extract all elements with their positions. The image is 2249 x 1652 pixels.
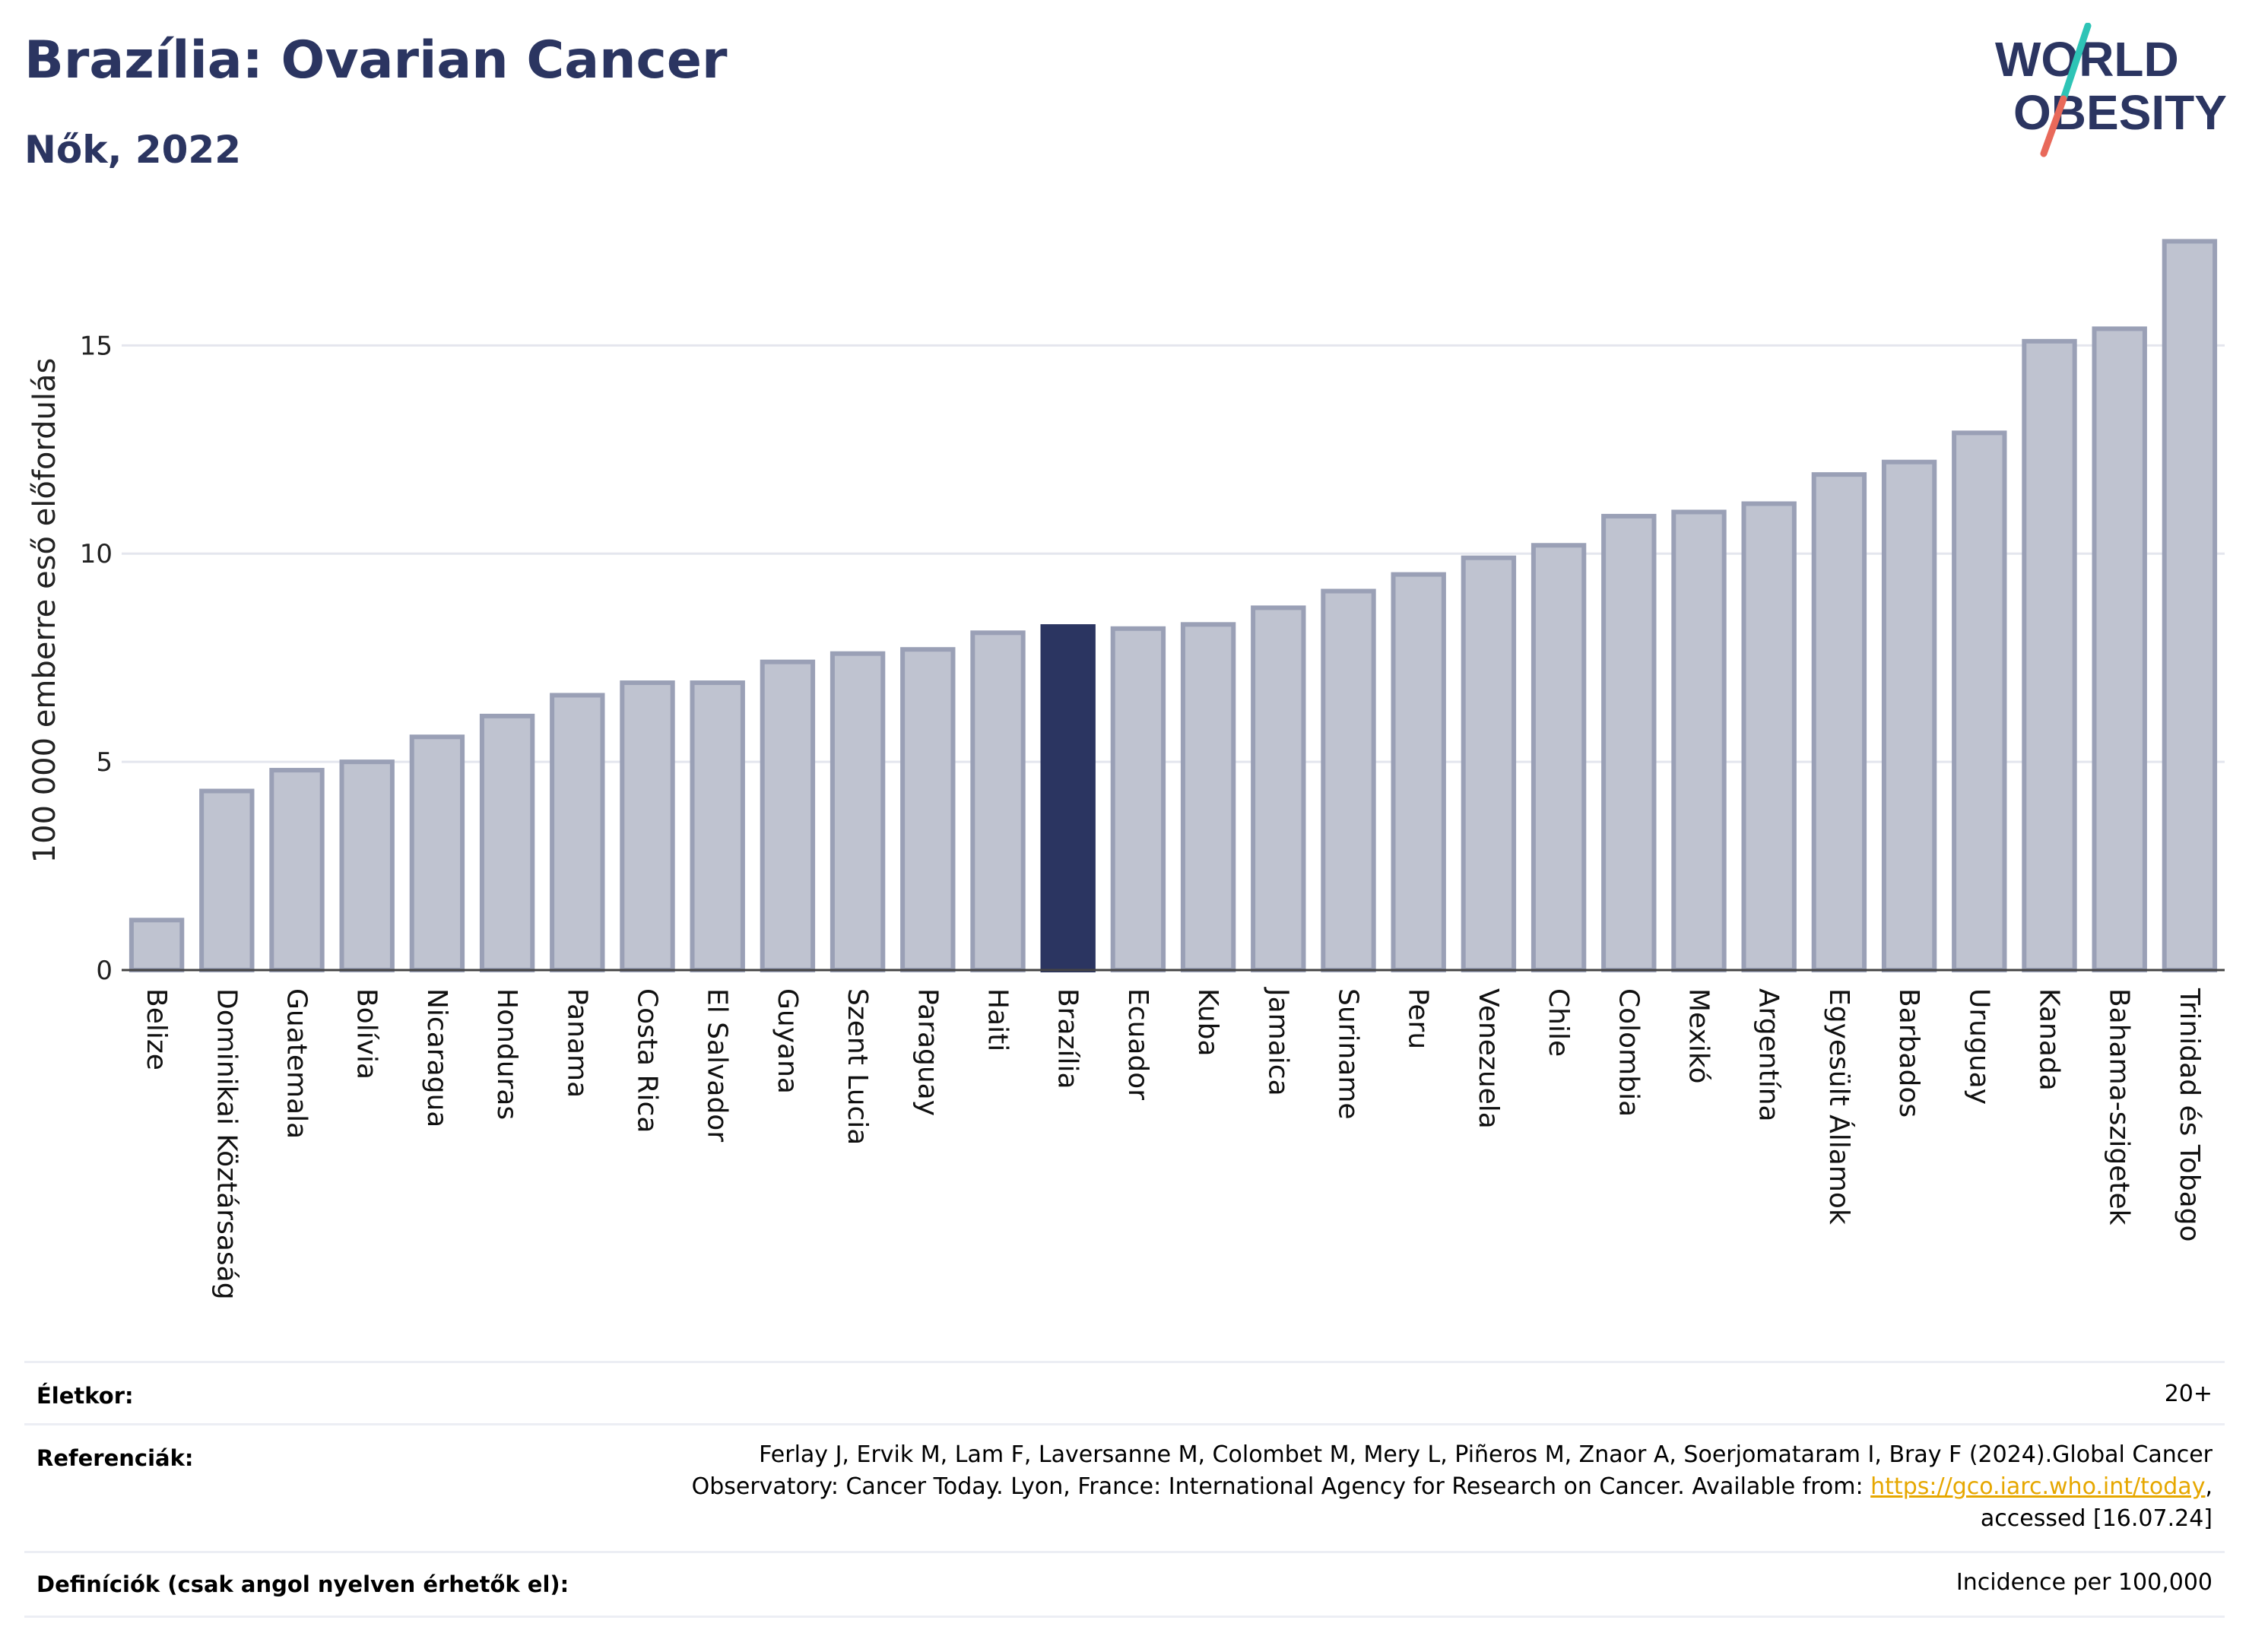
x-tick-label: Jamaica: [1262, 987, 1293, 1096]
bar: [1251, 605, 1306, 973]
y-tick-label: 10: [80, 539, 113, 569]
x-tick-label: Brazília: [1052, 988, 1083, 1089]
x-tick-label: Trinidad és Tobago: [2174, 988, 2205, 1242]
definitions-value: Incidence per 100,000: [1956, 1569, 2213, 1596]
bar: [1952, 430, 2007, 972]
bar: [760, 659, 816, 973]
page-title: Brazília: Ovarian Cancer: [24, 30, 728, 90]
bar: [1531, 543, 1587, 972]
x-tick-label: Chile: [1543, 988, 1574, 1057]
x-tick-label: Ecuador: [1122, 988, 1153, 1100]
references-link[interactable]: https://gco.iarc.who.int/today: [1870, 1473, 2206, 1500]
bar: [199, 788, 255, 973]
x-tick-label: Costa Rica: [632, 988, 663, 1133]
x-tick-label: Haiti: [982, 988, 1013, 1051]
y-axis-label: 100 000 emberre eső előfordulás: [27, 358, 62, 864]
x-tick-label: Nicaragua: [421, 988, 452, 1127]
bar-chart: 0 5 10 15 100 000 emberre eső előfordulás Bel…: [27, 239, 2225, 1300]
x-tick-label: Guyana: [772, 988, 803, 1094]
x-tick-label: Panama: [561, 988, 592, 1098]
bar: [2162, 239, 2218, 972]
bar: [339, 759, 395, 972]
y-tick-label: 15: [80, 331, 113, 361]
bar: [128, 918, 185, 973]
x-tick-label: Argentína: [1753, 988, 1784, 1122]
references-value: Ferlay J, Ervik M, Lam F, Laversanne M, …: [692, 1439, 2213, 1535]
bar: [1741, 501, 1797, 972]
bar: [829, 651, 886, 972]
x-tick-label: Dominikai Köztársaság: [211, 988, 242, 1300]
age-value: 20+: [2164, 1381, 2213, 1407]
x-tick-label: Kuba: [1192, 988, 1223, 1057]
references-line2: Observatory: Cancer Today. Lyon, France:…: [692, 1471, 2213, 1503]
bar: [550, 693, 605, 972]
x-tick-label: Mexikó: [1683, 988, 1715, 1083]
x-tick-label: Kanada: [2034, 988, 2065, 1091]
references-line2-text: Observatory: Cancer Today. Lyon, France:…: [691, 1473, 1871, 1500]
references-line3: accessed [16.07.24]: [1980, 1505, 2213, 1532]
bar: [1881, 459, 1937, 972]
logo-slash-bottom: [2040, 95, 2067, 157]
y-tick-label: 0: [96, 956, 113, 986]
x-tick-label: Barbados: [1893, 988, 1924, 1118]
bar: [1461, 555, 1517, 972]
references-line1: Ferlay J, Ervik M, Lam F, Laversanne M, …: [759, 1441, 2213, 1468]
x-tick-label: Uruguay: [1963, 988, 1994, 1105]
x-tick-label: Colombia: [1613, 988, 1644, 1117]
logo-line1: WORLD: [1995, 32, 2179, 87]
info-table: Életkor: 20+ Referenciák: Ferlay J, Ervi…: [24, 1361, 2225, 1619]
x-tick-label: Bahama-szigetek: [2104, 988, 2135, 1226]
world-obesity-logo: WORLD OBESITY: [1995, 23, 2227, 157]
x-tick-label: Suriname: [1333, 988, 1364, 1120]
y-tick-label: 5: [96, 747, 113, 778]
bar: [690, 680, 745, 972]
bar: [1601, 513, 1657, 972]
bar: [1811, 472, 1867, 972]
x-tick-label: Belize: [141, 988, 172, 1070]
bar: [970, 630, 1026, 972]
bar: [269, 768, 325, 972]
references-line2-end: ,: [2205, 1473, 2213, 1500]
x-tick-label: Szent Lucia: [842, 988, 873, 1145]
bar: [1391, 572, 1446, 972]
x-tick-label: Venezuela: [1473, 988, 1504, 1129]
x-tick-label: Paraguay: [912, 988, 943, 1116]
references-label: Referenciák:: [36, 1445, 194, 1471]
bar: [2022, 338, 2077, 973]
x-tick-label: Egyesült Államok: [1823, 988, 1855, 1225]
x-tick-label: Bolívia: [351, 988, 382, 1080]
bar: [1110, 626, 1166, 972]
definitions-label: Definíciók (csak angol nyelven érhetők e…: [36, 1571, 569, 1597]
info-row-age: Életkor: 20+: [24, 1361, 2225, 1425]
x-tick-label: Honduras: [491, 988, 522, 1120]
x-tick-label: El Salvador: [702, 988, 733, 1142]
page-subtitle: Nők, 2022: [24, 128, 242, 172]
bar: [479, 713, 535, 972]
x-tick-label: Guatemala: [281, 988, 312, 1139]
bar: [1180, 622, 1236, 972]
bar: [1321, 588, 1376, 972]
age-label: Életkor:: [36, 1383, 134, 1409]
bar: [2092, 326, 2147, 972]
info-row-references: Referenciák: Ferlay J, Ervik M, Lam F, L…: [24, 1423, 2225, 1553]
bar: [409, 734, 465, 972]
bar: [900, 647, 956, 972]
bar: [1671, 509, 1727, 972]
info-row-definitions: Definíciók (csak angol nyelven érhetők e…: [24, 1551, 2225, 1618]
logo-slash-top: [2060, 23, 2092, 103]
bar-highlight: [1040, 624, 1096, 972]
x-tick-label: Peru: [1403, 988, 1434, 1049]
bar: [620, 680, 675, 972]
